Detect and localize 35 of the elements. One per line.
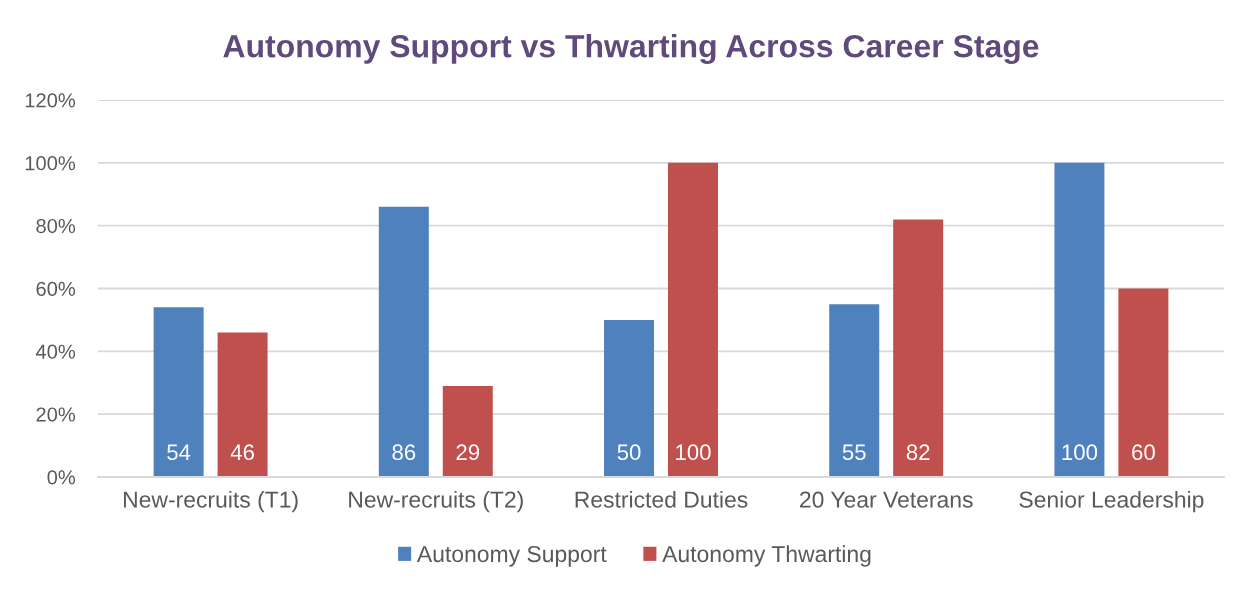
data-label: 54 xyxy=(167,444,191,461)
data-label: 55 xyxy=(842,444,866,461)
x-tick-label: New-recruits (T2) xyxy=(349,490,523,513)
bar xyxy=(604,319,655,477)
bar xyxy=(442,385,493,477)
y-tick-label: 120% xyxy=(25,93,76,108)
bar xyxy=(1118,288,1169,477)
chart-title: Autonomy Support vs Thwarting Across Career Stage xyxy=(223,34,1039,64)
bar xyxy=(378,206,429,477)
data-label: 46 xyxy=(230,444,254,461)
bar xyxy=(667,162,718,477)
data-label: 86 xyxy=(392,444,416,461)
bar xyxy=(153,307,204,477)
y-tick-label: 0% xyxy=(47,470,76,485)
y-tick-label: 100% xyxy=(25,156,76,171)
data-label: 100 xyxy=(1062,444,1098,461)
bar xyxy=(1054,162,1105,477)
x-tick-label: New-recruits (T1) xyxy=(124,490,298,513)
data-label: 60 xyxy=(1132,444,1155,461)
data-label: 100 xyxy=(676,444,711,461)
y-tick-label: 80% xyxy=(36,218,76,234)
y-tick-label: 20% xyxy=(36,407,76,422)
x-tick-label: Senior Leadership xyxy=(1019,490,1204,513)
y-tick-label: 40% xyxy=(35,344,76,359)
bar xyxy=(829,304,880,477)
x-tick-label: 20 Year Veterans xyxy=(800,491,973,508)
bar xyxy=(893,219,944,477)
data-label: 29 xyxy=(456,444,480,461)
bar xyxy=(217,332,268,477)
y-tick-label: 60% xyxy=(36,281,76,296)
x-tick-label: Restricted Duties xyxy=(575,490,748,508)
legend-label: Autonomy Support xyxy=(416,545,607,567)
data-label: 50 xyxy=(617,444,641,461)
data-label: 82 xyxy=(906,444,930,461)
legend-label: Autonomy Thwarting xyxy=(662,545,871,567)
